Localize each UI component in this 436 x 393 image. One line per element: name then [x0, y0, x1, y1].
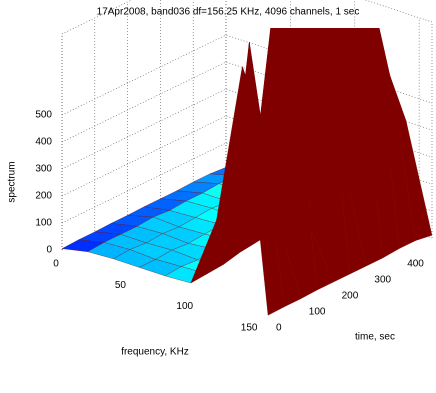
box-edge: [61, 0, 133, 35]
surface-cell: [242, 66, 285, 316]
y-tick-label: 100: [309, 307, 326, 318]
x-tick-label: 100: [176, 301, 193, 312]
z-tick-label: 100: [35, 218, 52, 229]
y-tick-label: 400: [407, 259, 424, 270]
x-tick-label: 50: [115, 280, 127, 291]
z-tick-label: 0: [46, 245, 52, 256]
z-tick-label: 400: [35, 137, 52, 148]
y-tick-label: 200: [342, 291, 359, 302]
z-tick-label: 500: [35, 110, 52, 121]
x-tick-label: 150: [241, 322, 258, 333]
surface: [61, 28, 433, 316]
box-edge: [364, 0, 433, 23]
z-axis-label: spectrum: [7, 161, 18, 202]
y-axis-label: time, sec: [355, 332, 395, 343]
tick-labels: 0 100 200 300 400 500 0 50 100 150 0 100 200 300 400: [35, 110, 424, 334]
y-tick-label: 300: [374, 275, 391, 286]
chart-title: 17Apr2008, band036 df=156.25 KHz, 4096 c…: [97, 7, 360, 18]
x-axis-label: frequency, KHz: [121, 347, 189, 358]
z-tick-label: 300: [35, 164, 52, 175]
y-tick-label: 0: [276, 323, 282, 334]
z-tick-label: 200: [35, 191, 52, 202]
x-tick-label: 0: [53, 259, 59, 270]
